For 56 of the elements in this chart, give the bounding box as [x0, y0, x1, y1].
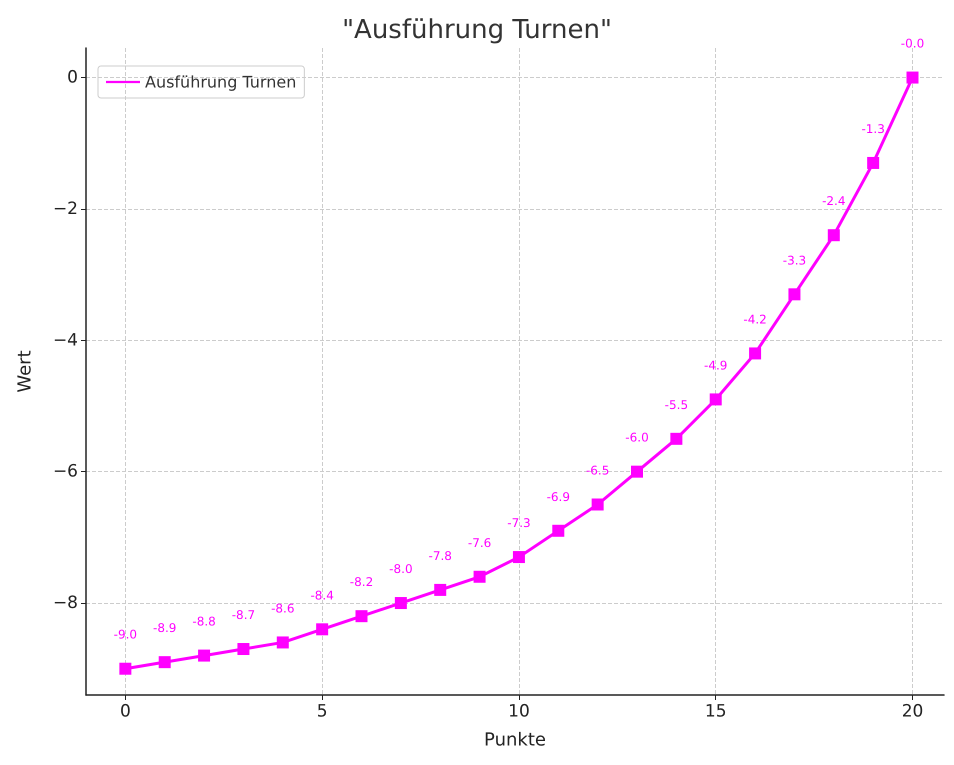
y-tick-label: 0	[67, 68, 78, 88]
point	[158, 656, 171, 668]
data-label: -9.0	[114, 628, 138, 642]
chart-title: "Ausführung Turnen"	[342, 15, 612, 45]
point	[512, 551, 525, 564]
data-label: -8.2	[350, 575, 374, 590]
data-label: -5.5	[664, 398, 688, 412]
data-label: -6.0	[625, 430, 649, 445]
point	[552, 524, 564, 537]
data-label: -8.0	[389, 562, 413, 576]
data-label: -4.2	[743, 312, 767, 326]
data-label: -8.9	[153, 621, 176, 636]
point	[788, 288, 800, 300]
y-tick-label: −4	[52, 330, 78, 350]
data-label: -7.6	[468, 536, 492, 550]
point	[394, 597, 407, 610]
point	[276, 636, 289, 648]
point	[316, 623, 328, 636]
y-tick-label: −2	[52, 198, 78, 219]
point	[867, 156, 880, 169]
data-label: -2.4	[822, 194, 846, 208]
data-label: -1.3	[861, 122, 885, 136]
point	[710, 393, 722, 406]
x-tick-label: 0	[120, 702, 131, 722]
x-tick-label: 15	[704, 702, 727, 722]
data-label: -4.9	[704, 358, 728, 372]
point	[828, 229, 840, 242]
data-label: -7.3	[507, 516, 531, 530]
point	[434, 584, 446, 596]
legend-label: Ausführung Turnen	[145, 72, 296, 92]
data-label: -6.5	[586, 464, 610, 478]
point	[474, 570, 486, 583]
x-axis-title: Punkte	[484, 730, 546, 750]
point	[198, 650, 210, 662]
point	[592, 498, 604, 511]
data-label: -8.4	[310, 588, 334, 602]
x-tick-label: 5	[316, 702, 328, 722]
y-tick-label: −6	[52, 462, 78, 482]
data-label: -3.3	[782, 253, 806, 268]
y-axis-title: Wert	[14, 350, 36, 393]
data-label: -7.8	[428, 548, 452, 563]
y-tick-label: −8	[52, 593, 78, 614]
data-label: -8.6	[271, 601, 294, 616]
point	[670, 432, 682, 445]
point	[631, 466, 644, 478]
data-label: -6.9	[546, 490, 570, 504]
data-label: -0.0	[900, 36, 924, 51]
x-tick-label: 20	[902, 702, 924, 722]
data-label: -8.8	[192, 614, 216, 629]
point	[237, 643, 250, 656]
data-label: -8.7	[232, 608, 256, 622]
point	[749, 347, 762, 360]
point	[356, 610, 368, 622]
point	[119, 662, 132, 675]
point	[906, 72, 919, 84]
x-tick-label: 10	[508, 702, 530, 722]
